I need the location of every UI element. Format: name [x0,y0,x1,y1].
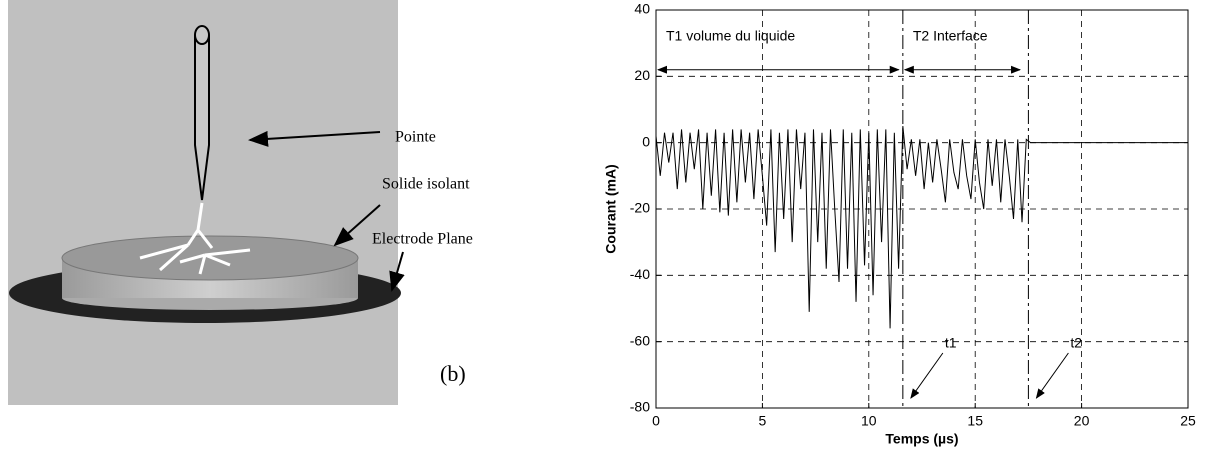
signal [655,126,1188,329]
y-tick-label: -60 [630,332,650,348]
x-tick-label: 5 [759,413,767,429]
arrow [389,251,405,292]
y-tick-label: -40 [630,266,650,282]
x-tick-label: 20 [1074,413,1090,429]
interval-label: T1 volume du liquide [666,27,795,43]
x-tick-label: 10 [861,413,877,429]
x-tick-label: 15 [967,413,983,429]
event-label: t1 [945,335,957,351]
y-tick-label: -20 [630,200,650,216]
x-tick-label: 0 [652,413,660,429]
event-label: t2 [1070,335,1082,351]
x-tick-label: 25 [1180,413,1196,429]
y-tick-label: 20 [634,67,650,83]
arrow [248,130,381,147]
event-arrow [1035,352,1069,399]
label: Pointe [395,129,436,146]
y-axis-label: Courant (mA) [603,164,619,253]
event-arrow [910,352,944,399]
y-tick-label: 0 [642,133,650,149]
illustration: Pointe Solide isolant Electrode Plane (b… [8,0,473,405]
interval-label: T2 Interface [913,27,988,43]
label: Electrode Plane [372,231,473,248]
trees [139,202,251,275]
label: Solide isolant [382,176,470,193]
x-axis-label: Temps (µs) [885,431,958,447]
arrow [333,204,381,247]
y-tick-label: -80 [630,399,650,415]
needle [194,35,210,201]
plot-frame [655,9,1189,409]
label: (b) [440,361,466,386]
needle-tip [194,25,210,45]
y-tick-label: 40 [634,1,650,17]
